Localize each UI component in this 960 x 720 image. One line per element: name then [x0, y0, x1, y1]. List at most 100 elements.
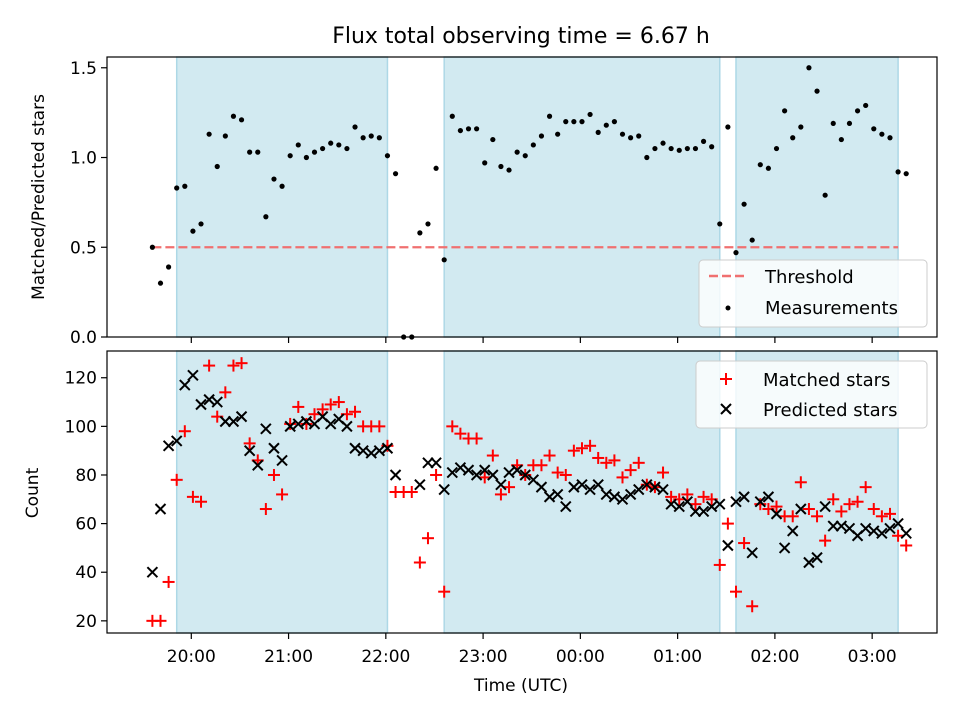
predicted-star-point [203, 393, 215, 406]
predicted-star-point [349, 442, 361, 454]
predicted-star-point [511, 464, 523, 476]
measurement-point [652, 145, 658, 152]
measurement-point [255, 149, 261, 155]
predicted-star-point [787, 525, 799, 537]
measurement-point [717, 221, 723, 227]
matched-star-point [486, 449, 499, 462]
matched-star-point [729, 585, 742, 598]
matched-star-point [697, 490, 710, 503]
measurement-point [749, 237, 755, 243]
predicted-star-point [495, 478, 507, 491]
predicted-star-point [714, 498, 726, 510]
matched-star-point [875, 510, 888, 523]
measurement-point [230, 113, 237, 119]
predicted-star-point [738, 491, 750, 503]
measurement-point [887, 135, 893, 141]
measurement-point [360, 135, 366, 141]
measurement-point [174, 185, 180, 191]
matched-star-point [746, 600, 759, 613]
matched-star-point [600, 456, 613, 469]
measurement-point [206, 131, 212, 137]
measurement-point [798, 124, 804, 130]
measurement-point [222, 133, 228, 139]
matched-star-point [243, 437, 256, 450]
count-x-tick-label: 00:00 [556, 647, 605, 667]
predicted-star-point [195, 398, 207, 411]
count-x-tick-label: 20:00 [167, 647, 216, 667]
ratio-legend: Threshold Measurements [698, 259, 928, 328]
predicted-star-point [624, 488, 637, 501]
matched-star-point [373, 420, 386, 433]
predicted-star-point [722, 539, 734, 552]
predicted-star-point [357, 444, 369, 457]
matched-star-point [535, 459, 548, 472]
predicted-star-point [284, 420, 296, 433]
count-panel: 20 40 60 80 100 120 20:00 21:00 22:00 23:00 00:00… [23, 350, 938, 696]
matched-star-point [503, 481, 516, 494]
matched-star-point [308, 408, 321, 421]
predicted-star-point [179, 379, 191, 391]
top-interval-2 [443, 56, 721, 338]
predicted-star-point [778, 542, 791, 554]
predicted-star-point [187, 369, 199, 382]
measurement-point [595, 129, 601, 135]
matched-star-point [332, 396, 345, 409]
measurement-point [692, 145, 699, 152]
measurement-point [725, 124, 731, 130]
measurement-point [522, 153, 528, 159]
count-y-tick-label: 100 [65, 417, 97, 437]
predicted-star-point [600, 488, 613, 501]
legend-matched-swatch [720, 373, 732, 385]
matched-star-point [454, 427, 467, 440]
matched-star-point [883, 507, 896, 520]
measurement-point [214, 163, 220, 170]
predicted-star-point [535, 481, 548, 493]
measurement-point [676, 147, 682, 153]
matched-star-point [786, 510, 799, 523]
measurement-point [538, 133, 545, 139]
predicted-star-point [543, 491, 556, 503]
predicted-star-point [438, 483, 450, 496]
matched-star-point [267, 468, 280, 481]
matched-star-point [349, 405, 362, 418]
measurement-point [449, 113, 455, 119]
matched-star-point [811, 510, 824, 523]
predicted-star-point [373, 444, 386, 457]
measurement-point [490, 136, 496, 143]
matched-star-point [292, 400, 305, 413]
matched-star-point [689, 498, 702, 511]
matched-star-point [446, 420, 459, 433]
measurement-point [498, 163, 504, 170]
measurement-point [555, 131, 561, 137]
count-legend: Matched stars Predicted stars [695, 360, 928, 429]
measurement-point [741, 201, 747, 207]
predicted-star-point [868, 525, 880, 537]
matched-star-point [259, 503, 272, 516]
predicted-star-point [292, 418, 304, 430]
measurement-point [157, 280, 164, 286]
matched-star-point [494, 488, 507, 501]
predicted-star-point [657, 483, 669, 496]
measurement-point [790, 135, 796, 141]
matched-star-point [470, 432, 483, 445]
matched-star-point [721, 517, 734, 530]
matched-star-point [843, 498, 856, 511]
predicted-star-point [341, 420, 353, 433]
predicted-star-point [681, 496, 694, 508]
predicted-star-point [616, 493, 629, 506]
measurement-point [311, 149, 318, 155]
legend-measurements-swatch [725, 305, 731, 311]
predicted-star-point [260, 423, 272, 435]
x-axis-label: Time (UTC) [473, 676, 568, 696]
legend-threshold-label: Threshold [764, 267, 854, 288]
measurement-point [563, 119, 569, 125]
predicted-star-point [754, 496, 767, 508]
count-x-ticks: 20:00 21:00 22:00 23:00 00:00 01:00 02:00 03:00 [167, 633, 897, 667]
predicted-star-point [300, 415, 313, 428]
matched-star-point [316, 403, 329, 416]
matched-star-point [559, 468, 572, 481]
measurement-point [733, 250, 739, 256]
matched-star-point [478, 471, 491, 484]
predicted-star-point [827, 520, 839, 532]
measurement-point [238, 117, 245, 123]
